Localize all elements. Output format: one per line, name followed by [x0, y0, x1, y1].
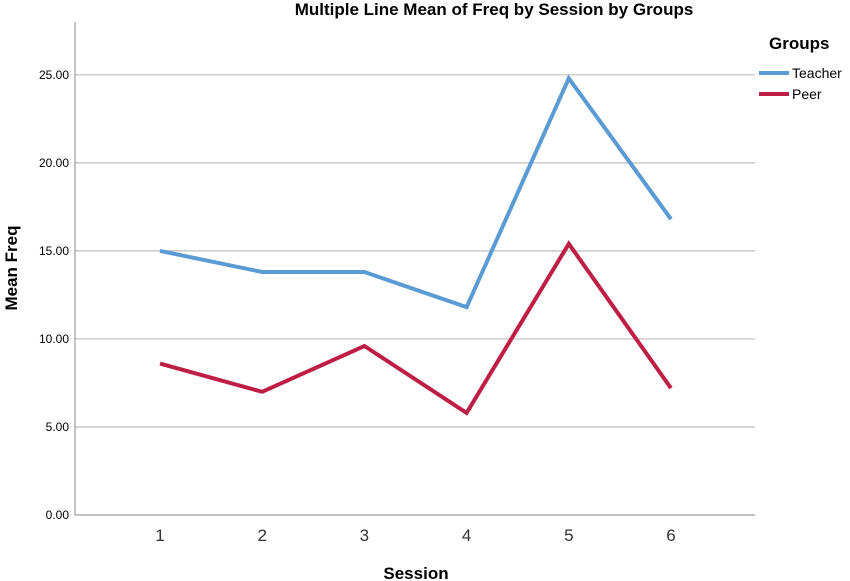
x-tick-label: 3: [360, 526, 369, 545]
y-tick-label: 15.00: [39, 244, 69, 258]
legend: Groups Teacher Peer: [759, 34, 842, 102]
x-axis-title: Session: [383, 564, 448, 581]
y-tick-label: 10.00: [39, 332, 69, 346]
grid-lines: [75, 74, 755, 428]
x-tick-label: 2: [257, 526, 266, 545]
legend-title: Groups: [769, 34, 829, 53]
series-lines: [159, 74, 673, 416]
y-tick-labels: 0.00 5.00 10.00 15.00 20.00 25.00: [39, 68, 69, 522]
y-tick-label: 0.00: [46, 508, 70, 522]
series-line-peer: [159, 240, 673, 416]
y-axis-title: Mean Freq: [2, 225, 21, 310]
legend-label-teacher: Teacher: [792, 65, 842, 81]
y-tick-label: 20.00: [39, 156, 69, 170]
x-tick-label: 4: [462, 526, 471, 545]
x-tick-label: 1: [155, 526, 164, 545]
series-line-teacher: [159, 74, 673, 310]
x-tick-label: 6: [666, 526, 675, 545]
legend-items: Teacher Peer: [759, 65, 842, 102]
y-tick-label: 25.00: [39, 68, 69, 82]
chart-title: Multiple Line Mean of Freq by Session by…: [295, 0, 694, 19]
y-tick-label: 5.00: [46, 420, 70, 434]
x-tick-labels: 1 2 3 4 5 6: [155, 526, 675, 545]
legend-label-peer: Peer: [792, 86, 822, 102]
x-tick-label: 5: [564, 526, 573, 545]
